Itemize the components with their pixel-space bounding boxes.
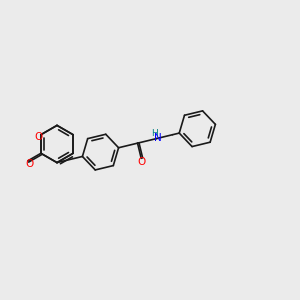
Text: O: O [34,132,43,142]
Text: H: H [152,129,158,138]
Text: O: O [137,157,145,167]
Text: O: O [25,159,34,169]
Text: N: N [154,133,162,143]
